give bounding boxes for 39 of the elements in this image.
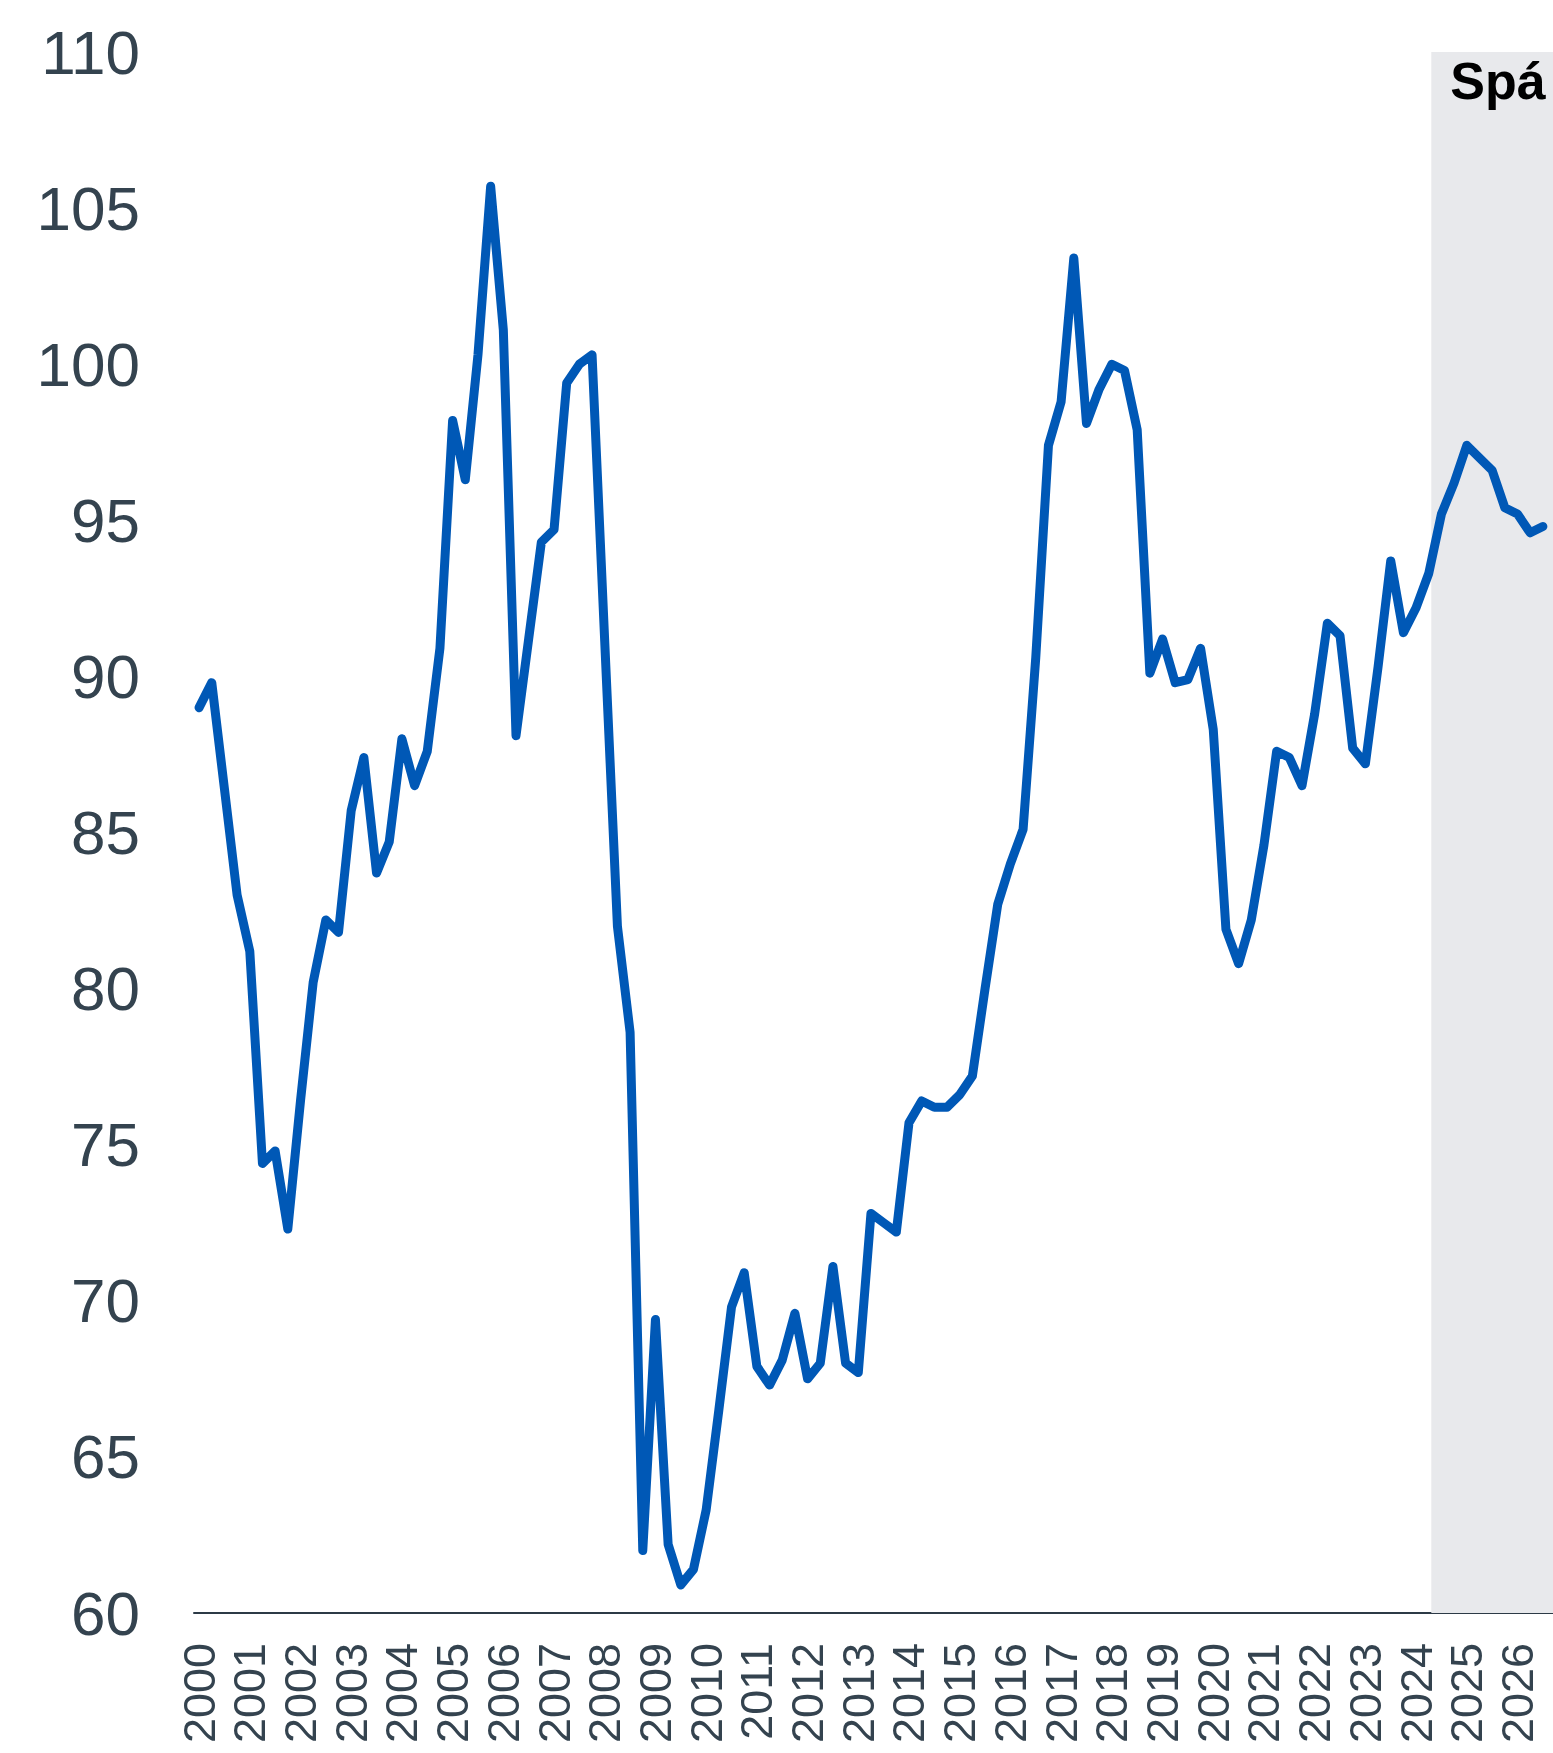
- x-tick-label: 2002: [274, 1643, 326, 1744]
- x-tick-label: 2000: [173, 1643, 225, 1744]
- x-tick-label: 2007: [528, 1643, 580, 1744]
- x-tick-label: 2012: [782, 1643, 834, 1744]
- x-tick-label: 2024: [1390, 1643, 1442, 1744]
- x-tick-label: 2019: [1137, 1643, 1189, 1744]
- x-tick-label: 2026: [1492, 1643, 1543, 1744]
- x-tick-label: 2001: [224, 1643, 276, 1744]
- y-tick-label: 75: [71, 1110, 140, 1180]
- y-tick-label: 80: [71, 954, 140, 1024]
- x-tick-label: 2006: [477, 1643, 529, 1744]
- x-tick-label: 2025: [1441, 1643, 1493, 1744]
- y-tick-label: 100: [36, 329, 140, 399]
- y-tick-label: 85: [71, 798, 140, 867]
- y-tick-label: 60: [71, 1578, 140, 1648]
- y-tick-label: 95: [71, 485, 140, 555]
- x-tick-label: 2009: [629, 1643, 681, 1744]
- y-tick-label: 90: [71, 641, 140, 711]
- x-tick-label: 2021: [1238, 1643, 1290, 1744]
- x-tick-label: 2005: [427, 1643, 479, 1744]
- x-tick-label: 2008: [579, 1643, 631, 1744]
- x-tick-label: 2014: [883, 1643, 935, 1744]
- x-tick-label: 2022: [1289, 1643, 1341, 1744]
- x-tick-label: 2017: [1035, 1643, 1087, 1744]
- y-tick-label: 110: [41, 17, 140, 87]
- x-tick-label: 2010: [680, 1643, 732, 1744]
- band-label: Spá: [1450, 52, 1547, 110]
- x-tick-label: 2003: [325, 1643, 377, 1744]
- y-tick-label: 70: [71, 1266, 140, 1336]
- x-tick-label: 2013: [832, 1643, 884, 1744]
- x-tick-label: 2004: [376, 1643, 428, 1744]
- y-tick-label: 105: [36, 173, 140, 243]
- x-tick-label: 2018: [1086, 1643, 1138, 1744]
- x-tick-label: 2011: [731, 1643, 783, 1740]
- x-tick-label: 2016: [984, 1643, 1036, 1744]
- x-tick-label: 2020: [1187, 1643, 1239, 1744]
- x-tick-label: 2023: [1339, 1643, 1391, 1744]
- y-tick-label: 65: [71, 1422, 140, 1492]
- x-tick-label: 2015: [934, 1643, 986, 1744]
